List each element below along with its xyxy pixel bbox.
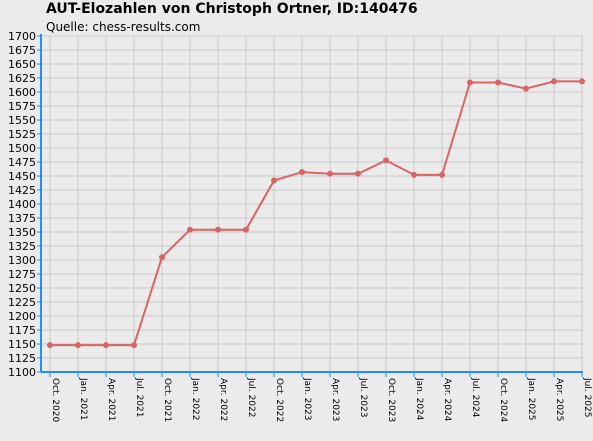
chart-subtitle: Quelle: chess-results.com — [46, 20, 201, 34]
y-tick-label: 1700 — [8, 30, 36, 43]
y-tick-label: 1325 — [8, 240, 36, 253]
y-tick-label: 1675 — [8, 44, 36, 57]
y-tick-label: 1425 — [8, 184, 36, 197]
x-tick-label: Jul. 2024 — [470, 377, 480, 418]
data-point — [411, 171, 417, 178]
x-tick-label: Apr. 2024 — [442, 378, 452, 422]
data-point — [299, 169, 305, 176]
data-point — [187, 226, 193, 233]
y-tick-label: 1625 — [8, 72, 36, 85]
x-tick-label: Oct. 2022 — [274, 378, 284, 422]
y-tick-label: 1400 — [8, 198, 36, 211]
x-tick-label: Jul. 2023 — [358, 377, 368, 418]
y-tick-label: 1350 — [8, 226, 36, 239]
x-tick-label: Apr. 2023 — [330, 378, 340, 421]
y-tick-label: 1575 — [8, 100, 36, 113]
data-point — [467, 79, 473, 86]
x-tick-label: Jul. 2025 — [582, 377, 592, 418]
data-point — [131, 342, 137, 349]
data-point — [355, 170, 361, 177]
data-point — [271, 177, 277, 184]
data-point — [495, 79, 501, 86]
x-tick-label: Oct. 2021 — [162, 378, 172, 422]
data-point — [523, 85, 529, 92]
y-tick-label: 1175 — [8, 324, 36, 337]
data-point — [103, 342, 109, 349]
x-tick-label: Apr. 2021 — [106, 378, 116, 421]
y-tick-label: 1450 — [8, 170, 36, 183]
x-tick-label: Jan. 2022 — [190, 377, 200, 421]
y-tick-label: 1650 — [8, 58, 36, 71]
data-point — [159, 254, 165, 261]
data-point — [579, 78, 585, 85]
data-point — [439, 171, 445, 178]
x-tick-label: Oct. 2024 — [498, 378, 508, 422]
y-tick-label: 1125 — [8, 352, 36, 365]
y-tick-label: 1525 — [8, 128, 36, 141]
series-line — [50, 80, 582, 347]
x-tick-label: Apr. 2025 — [554, 378, 564, 421]
y-tick-label: 1250 — [8, 282, 36, 295]
y-tick-label: 1300 — [8, 254, 36, 267]
y-tick-label: 1100 — [8, 366, 36, 379]
y-tick-label: 1475 — [8, 156, 36, 169]
x-tick-label: Jan. 2023 — [302, 377, 312, 421]
x-tick-label: Jan. 2024 — [414, 377, 424, 421]
y-tick-label: 1150 — [8, 338, 36, 351]
y-tick-label: 1375 — [8, 212, 36, 225]
y-tick-label: 1600 — [8, 86, 36, 99]
x-tick-label: Oct. 2023 — [386, 378, 396, 422]
data-point — [47, 342, 53, 349]
x-tick-label: Oct. 2020 — [50, 378, 60, 422]
data-point — [243, 226, 249, 233]
data-point — [215, 226, 221, 233]
data-point — [75, 342, 81, 349]
x-tick-label: Jan. 2021 — [78, 377, 88, 421]
data-point — [551, 78, 557, 85]
x-tick-label: Jul. 2022 — [246, 377, 256, 418]
data-point — [383, 157, 389, 164]
y-tick-label: 1275 — [8, 268, 36, 281]
x-tick-label: Apr. 2022 — [218, 378, 228, 421]
y-tick-label: 1500 — [8, 142, 36, 155]
chart-title: AUT-Elozahlen von Christoph Ortner, ID:1… — [46, 1, 418, 17]
data-point — [327, 170, 333, 177]
y-tick-label: 1225 — [8, 296, 36, 309]
y-tick-label: 1200 — [8, 310, 36, 323]
y-tick-label: 1550 — [8, 114, 36, 127]
x-tick-label: Jan. 2025 — [526, 377, 536, 421]
x-tick-label: Jul. 2021 — [134, 377, 144, 418]
